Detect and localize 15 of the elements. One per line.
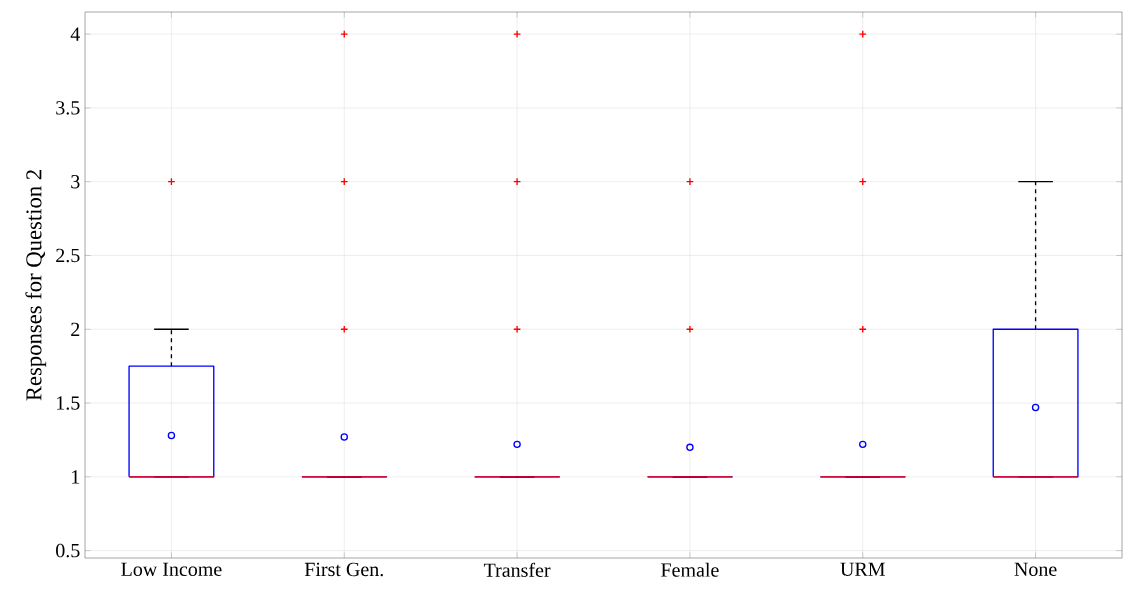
x-tick-label: Female xyxy=(661,562,719,577)
y-tick-label: 2 xyxy=(71,322,80,336)
x-tick-label: None xyxy=(1014,562,1057,576)
x-tick-label: First Gen. xyxy=(304,562,383,577)
y-tick-label: 1.5 xyxy=(57,396,80,410)
y-tick-label: 3 xyxy=(71,174,80,189)
x-tick-label: Low Income xyxy=(121,562,222,576)
y-tick-label: 0.5 xyxy=(56,543,80,558)
y-tick-label: 4 xyxy=(70,27,80,41)
x-tick-label: Transfer xyxy=(483,562,551,577)
y-axis-title: Responses for Question 2 xyxy=(25,170,47,401)
y-tick-label: 1 xyxy=(72,470,80,484)
y-tick-label: 2.5 xyxy=(56,248,80,263)
x-tick-label: URM xyxy=(840,562,885,576)
y-tick-label: 3.5 xyxy=(56,101,80,115)
